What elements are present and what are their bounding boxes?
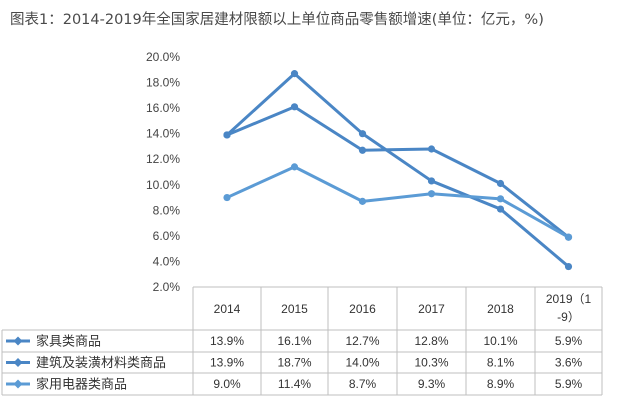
data-point bbox=[564, 262, 573, 271]
data-point bbox=[496, 195, 505, 203]
data-label: 12.8% bbox=[414, 334, 448, 348]
data-point bbox=[223, 131, 231, 139]
data-label: 8.9% bbox=[487, 377, 515, 391]
y-tick-label: 4.0% bbox=[153, 254, 181, 268]
data-label: 14.0% bbox=[345, 356, 379, 370]
data-label: 18.7% bbox=[277, 356, 311, 370]
y-tick-label: 2.0% bbox=[153, 280, 181, 294]
data-label: 10.1% bbox=[483, 334, 517, 348]
y-tick-label: 6.0% bbox=[153, 229, 181, 243]
y-tick-label: 10.0% bbox=[146, 178, 180, 192]
data-point bbox=[290, 163, 299, 171]
data-label: 5.9% bbox=[555, 377, 583, 391]
data-label: 13.9% bbox=[210, 334, 244, 348]
y-tick-label: 14.0% bbox=[146, 127, 180, 141]
x-category-label-cont: -9） bbox=[557, 310, 580, 324]
y-tick-label: 18.0% bbox=[146, 76, 180, 90]
data-label: 16.1% bbox=[277, 334, 311, 348]
data-point bbox=[496, 205, 505, 213]
legend-marker-icon bbox=[13, 358, 23, 367]
x-category-label: 2014 bbox=[214, 302, 241, 316]
y-tick-label: 20.0% bbox=[146, 50, 180, 64]
legend-label: 家用电器类商品 bbox=[36, 377, 127, 393]
data-label: 3.6% bbox=[555, 356, 583, 370]
series-line-2 bbox=[225, 72, 570, 268]
data-point bbox=[358, 197, 367, 205]
data-label: 9.3% bbox=[418, 377, 446, 391]
data-point bbox=[427, 145, 436, 153]
data-point bbox=[564, 233, 573, 241]
y-tick-label: 16.0% bbox=[146, 101, 180, 115]
legend-label: 建筑及装潢材料类商品 bbox=[36, 355, 166, 371]
data-point bbox=[496, 179, 505, 188]
series-layer bbox=[223, 70, 573, 271]
y-tick-label: 12.0% bbox=[146, 152, 180, 166]
data-label: 10.3% bbox=[414, 356, 448, 370]
data-label: 12.7% bbox=[345, 334, 379, 348]
chart-title: 图表1：2014-2019年全国家居建材限额以上单位商品零售额增速(单位：亿元，… bbox=[10, 12, 544, 28]
x-category-label: 2019（1 bbox=[546, 292, 592, 306]
data-point bbox=[427, 190, 436, 198]
legend-label: 家具类商品 bbox=[36, 334, 101, 350]
data-label: 9.0% bbox=[213, 377, 241, 391]
legend-marker-icon bbox=[13, 336, 23, 346]
data-point bbox=[358, 146, 367, 154]
data-point bbox=[290, 70, 299, 78]
x-category-label: 2018 bbox=[487, 302, 514, 316]
y-tick-label: 8.0% bbox=[153, 203, 181, 217]
data-point bbox=[427, 177, 436, 185]
data-table-grid bbox=[1, 286, 603, 396]
series-line-3 bbox=[226, 165, 570, 239]
legend-marker-icon bbox=[13, 379, 23, 389]
data-label: 13.9% bbox=[210, 356, 244, 370]
x-axis-categories: 2014 2015 2016 2017 2018 2019（1 -9） bbox=[214, 292, 592, 324]
data-label: 5.9% bbox=[555, 334, 583, 348]
x-category-label: 2015 bbox=[281, 302, 308, 316]
data-table-cells: 13.9% 16.1% 12.7% 12.8% 10.1% 5.9% 13.9% 18.7% 1… bbox=[210, 334, 583, 391]
x-category-label: 2017 bbox=[418, 302, 445, 316]
x-category-label: 2016 bbox=[349, 302, 376, 316]
data-label: 8.1% bbox=[487, 356, 515, 370]
data-point bbox=[358, 130, 367, 138]
series-line-1 bbox=[226, 105, 570, 239]
data-point bbox=[290, 103, 299, 111]
data-point bbox=[223, 193, 231, 202]
data-label: 11.4% bbox=[278, 377, 311, 391]
data-label: 8.7% bbox=[349, 377, 377, 391]
y-axis-ticks: 20.0% 18.0% 16.0% 14.0% 12.0% 10.0% 8.0% 6.0% 4.… bbox=[146, 50, 180, 294]
